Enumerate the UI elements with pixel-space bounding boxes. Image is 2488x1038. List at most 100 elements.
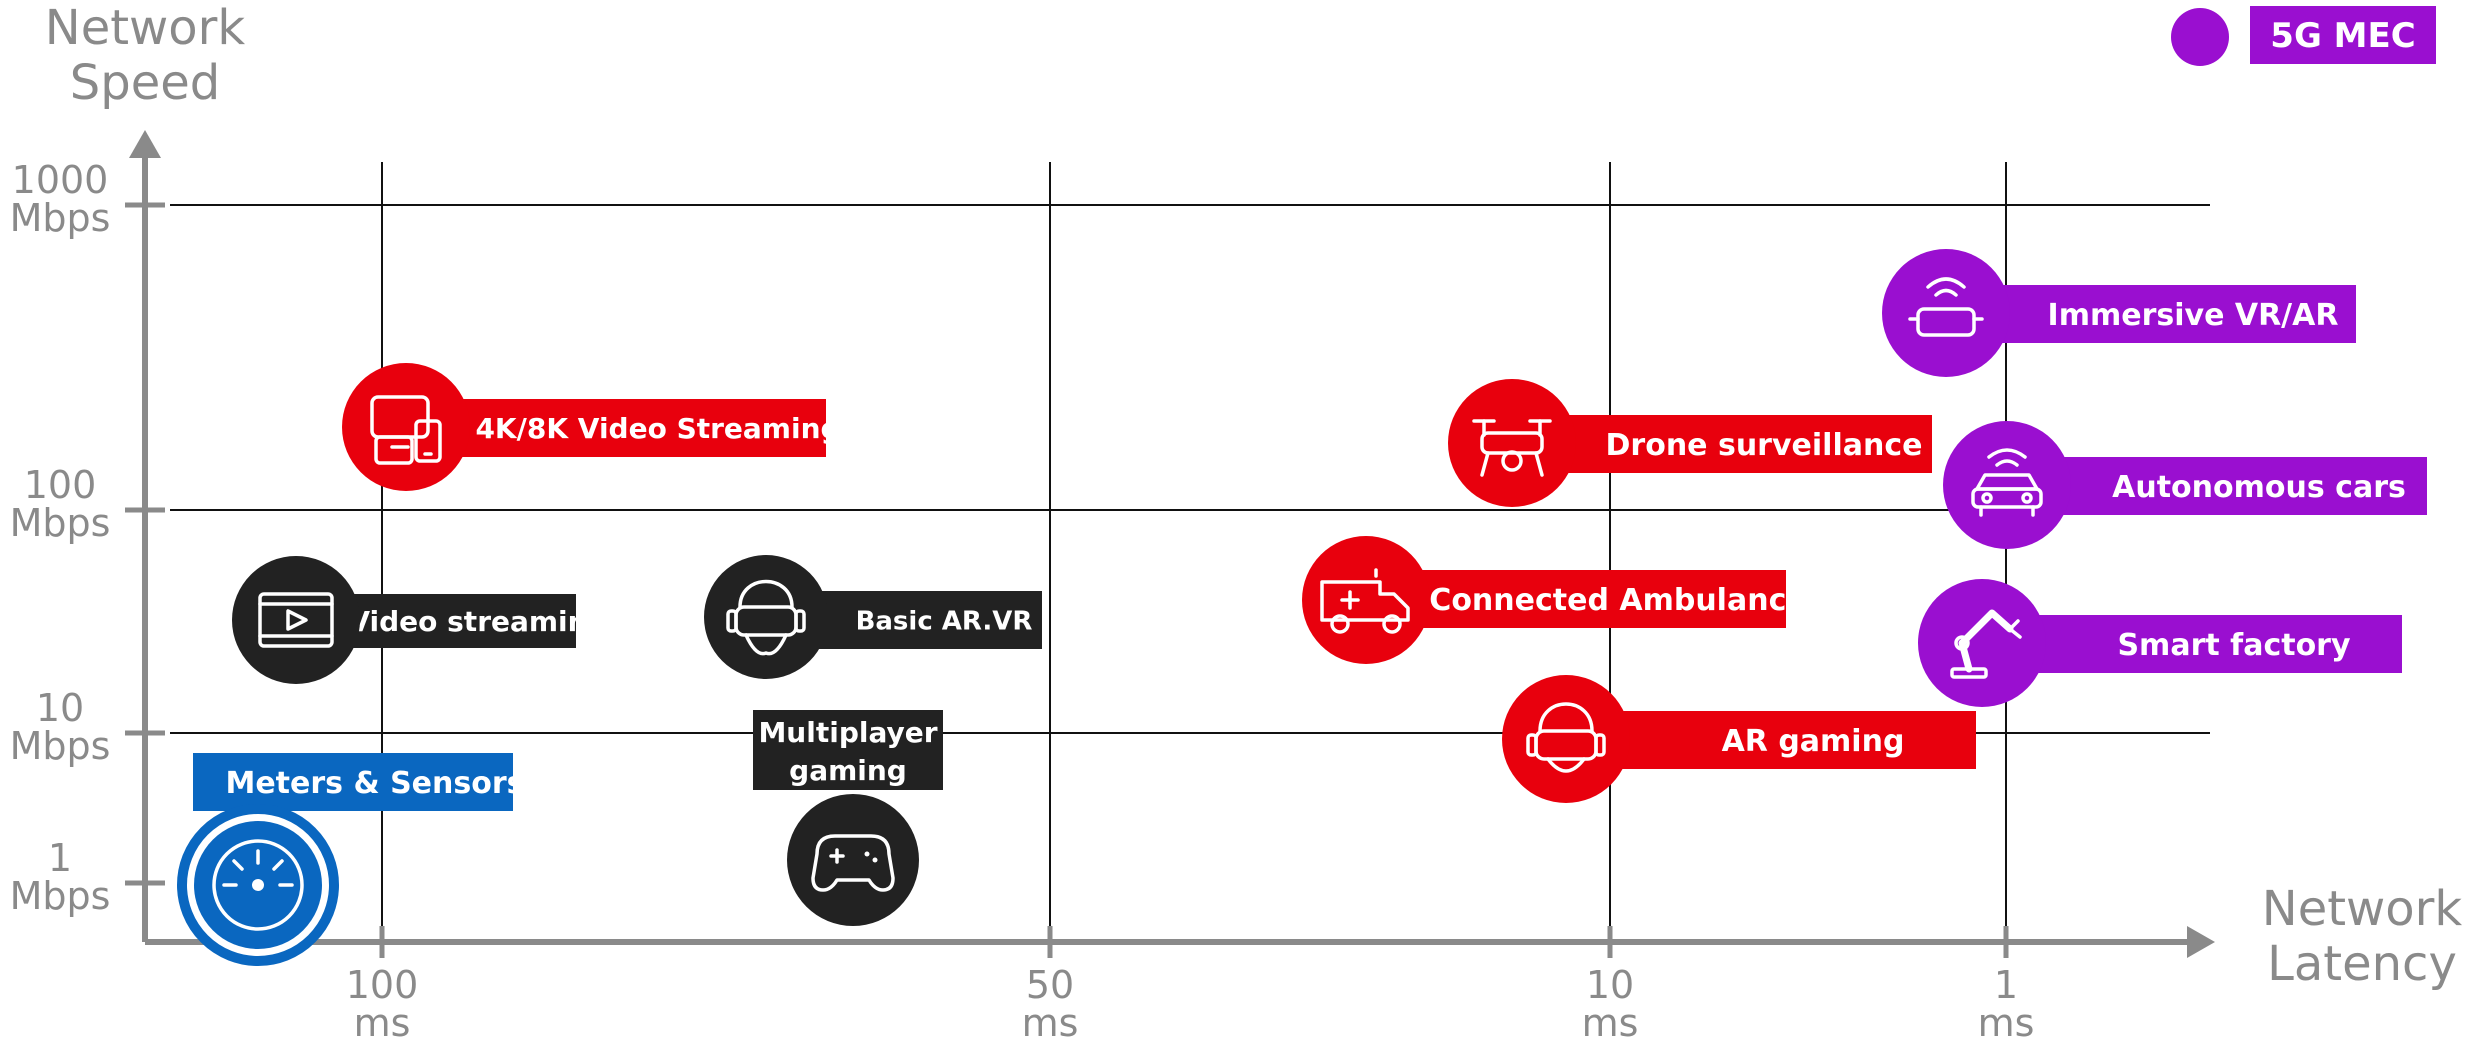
y-tick-label: 1000 Mbps xyxy=(10,158,111,240)
x-tick-unit: ms xyxy=(1582,1001,1639,1038)
point-label-box xyxy=(2022,615,2402,673)
data-point: Basic AR.VR xyxy=(704,555,1042,679)
x-tick-value: 1 xyxy=(1994,963,2018,1007)
point-label: Smart factory xyxy=(2117,628,2351,663)
data-point: Meters & Sensors xyxy=(177,753,525,966)
data-point: Immersive VR/AR xyxy=(1882,249,2356,377)
y-axis-arrow-icon xyxy=(129,130,161,158)
y-tick-label: 10 Mbps xyxy=(10,686,111,768)
point-label-line: Basic AR.VR xyxy=(856,606,1033,636)
data-point: AR gaming xyxy=(1502,675,1976,803)
x-tick-unit: ms xyxy=(354,1001,411,1038)
y-axis-title: Network Speed xyxy=(45,0,246,111)
data-point: Smart factory xyxy=(1918,579,2402,707)
y-tick-value: 1 xyxy=(48,836,72,880)
x-axis-title-line: Latency xyxy=(2267,936,2457,992)
point-label-box xyxy=(336,594,576,648)
data-point: Multiplayer gaming xyxy=(753,710,943,926)
point-label: Meters & Sensors xyxy=(225,766,524,801)
point-label-line: Immersive VR/AR xyxy=(2048,298,2339,333)
point-marker xyxy=(1882,249,2010,377)
point-label-line: gaming xyxy=(789,754,907,787)
x-tick-unit: ms xyxy=(1978,1001,2035,1038)
point-label-line: Multiplayer xyxy=(758,716,937,749)
x-tick-value: 10 xyxy=(1586,963,1634,1007)
legend: 5G MEC xyxy=(2171,6,2436,66)
point-label-box xyxy=(1552,415,1932,473)
point-label-box xyxy=(193,753,513,811)
x-axis-title: Network Latency xyxy=(2262,881,2463,992)
y-axis-title-line: Speed xyxy=(70,55,220,111)
point-label: Video streaming xyxy=(348,605,607,638)
x-tick-value: 50 xyxy=(1026,963,1074,1007)
data-points: 4K/8K Video Streaming Video streaming Basi… xyxy=(177,249,2427,966)
data-point: Connected Ambulance xyxy=(1302,536,1807,664)
data-point: 4K/8K Video Streaming xyxy=(342,363,841,491)
vr-wifi-icon xyxy=(1908,277,1984,337)
point-label: 4K/8K Video Streaming xyxy=(475,412,840,445)
robot-arm-icon xyxy=(1950,609,2022,679)
video-player-icon xyxy=(258,592,334,648)
point-label: AR gaming xyxy=(1722,724,1905,759)
legend-swatch xyxy=(2171,8,2229,66)
ar-headset-icon xyxy=(1526,702,1606,773)
point-label-line: Video streaming xyxy=(348,605,607,638)
point-marker xyxy=(1943,421,2071,549)
y-tick-unit: Mbps xyxy=(10,724,111,768)
point-marker xyxy=(232,556,360,684)
devices-icon xyxy=(370,395,442,465)
x-tick-label: 100 ms xyxy=(346,963,419,1038)
point-label-line: Connected Ambulance xyxy=(1429,583,1806,618)
point-marker xyxy=(1448,379,1576,507)
legend-label-box xyxy=(2250,6,2436,64)
point-marker xyxy=(704,555,828,679)
ambulance-icon xyxy=(1320,568,1410,634)
point-label: Immersive VR/AR xyxy=(2048,298,2339,333)
data-point: Autonomous cars xyxy=(1943,421,2427,549)
y-tick-value: 10 xyxy=(36,686,84,730)
y-tick-unit: Mbps xyxy=(10,501,111,545)
point-label-line: 4K/8K Video Streaming xyxy=(475,412,840,445)
point-label-box xyxy=(1986,285,2356,343)
y-tick-label: 100 Mbps xyxy=(10,463,111,545)
y-tick-label: 1 Mbps xyxy=(10,836,111,918)
point-marker xyxy=(1918,579,2046,707)
x-tick-label: 10 ms xyxy=(1582,963,1639,1038)
point-label: Multiplayer gaming xyxy=(758,716,937,787)
car-wifi-icon xyxy=(1971,448,2043,517)
point-label-box xyxy=(753,710,943,790)
x-tick-value: 100 xyxy=(346,963,419,1007)
y-tick-value: 100 xyxy=(24,463,97,507)
point-marker xyxy=(1302,536,1430,664)
point-marker xyxy=(342,363,470,491)
gauge-icon xyxy=(212,839,304,931)
x-axis-title-line: Network xyxy=(2262,881,2463,937)
gamepad-icon xyxy=(811,834,895,892)
point-label-box xyxy=(1406,570,1786,628)
point-label-line: Meters & Sensors xyxy=(225,766,524,801)
y-tick-unit: Mbps xyxy=(10,196,111,240)
point-label-line: Smart factory xyxy=(2117,628,2351,663)
x-tick-unit: ms xyxy=(1022,1001,1079,1038)
x-tick-label: 50 ms xyxy=(1022,963,1079,1038)
point-marker xyxy=(1502,675,1630,803)
point-label-box xyxy=(1606,711,1976,769)
point-label-box xyxy=(802,591,1042,649)
drone-icon xyxy=(1472,419,1552,477)
x-tick-label: 1 ms xyxy=(1978,963,2035,1038)
point-label-box xyxy=(2047,457,2427,515)
point-label-line: Autonomous cars xyxy=(2112,470,2406,505)
point-label: Drone surveillance xyxy=(1606,428,1923,463)
y-axis-title-line: Network xyxy=(45,0,246,56)
x-axis-arrow-icon xyxy=(2187,926,2215,958)
y-tick-unit: Mbps xyxy=(10,874,111,918)
data-point: Drone surveillance xyxy=(1448,379,1932,507)
vr-headset-icon xyxy=(726,579,806,656)
point-label-line: AR gaming xyxy=(1722,724,1905,759)
point-label: Autonomous cars xyxy=(2112,470,2406,505)
y-tick-value: 1000 xyxy=(12,158,109,202)
point-label: Basic AR.VR xyxy=(856,606,1033,636)
